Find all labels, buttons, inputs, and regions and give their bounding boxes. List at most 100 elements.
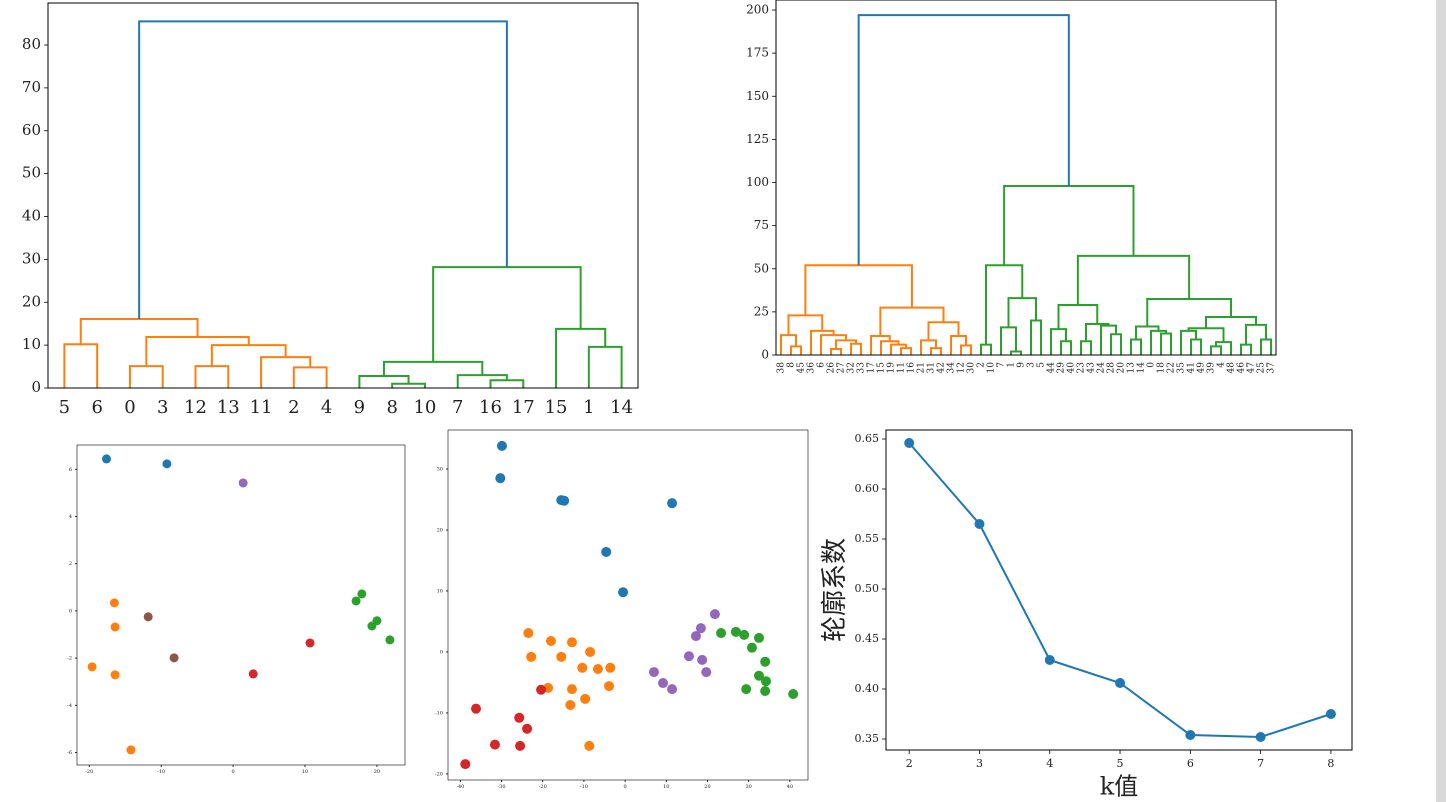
- leaf-label: 12: [184, 397, 207, 418]
- plot-frame: [47, 2, 639, 389]
- dendrogram-link: [1135, 325, 1160, 340]
- x-tick-label: -20: [539, 784, 547, 790]
- scatter-point: [559, 495, 570, 506]
- dendrogram-link: [210, 344, 287, 367]
- leaf-label: 7: [997, 362, 1007, 368]
- y-tick-label: 0.55: [855, 532, 880, 545]
- plot-frame: [775, 0, 1277, 356]
- dendrogram-link: [1160, 332, 1172, 355]
- leaf-label: 10: [987, 362, 997, 374]
- scatter-point: [577, 662, 588, 673]
- y-tick-label: 40: [22, 207, 41, 225]
- y-tick-label: 30: [437, 467, 443, 473]
- scatter-point: [565, 700, 576, 710]
- y-tick-label: 0.45: [855, 632, 880, 645]
- scatter-point: [753, 632, 764, 643]
- plot-frame: [76, 444, 406, 766]
- dendrogram-link: [1245, 323, 1267, 345]
- scatter-point: [496, 440, 507, 451]
- dendrogram-link: [835, 339, 857, 349]
- leaf-label: 18: [1157, 362, 1167, 374]
- dendrogram-link: [850, 342, 862, 355]
- x-axis-label: k值: [1100, 773, 1139, 801]
- leaf-label: 1: [583, 397, 594, 418]
- leaf-label: 2: [977, 362, 987, 368]
- scatter-point: [248, 669, 258, 679]
- x-tick-label: 20: [374, 769, 380, 775]
- scatter-point: [695, 623, 706, 634]
- scatter-point: [697, 654, 708, 665]
- leaf-label: 0: [124, 397, 135, 418]
- y-tick-label: 70: [22, 78, 41, 96]
- y-tick-label: 0.60: [855, 482, 880, 495]
- leaf-label: 26: [827, 362, 837, 374]
- leaf-label: 8: [787, 362, 797, 368]
- x-tick-label: 10: [663, 784, 669, 790]
- x-tick-label: -40: [456, 784, 464, 790]
- scatter-point: [126, 745, 136, 755]
- leaf-label: 33: [857, 362, 867, 374]
- leaf-label: 15: [877, 362, 887, 374]
- leaf-label: 0: [1147, 362, 1157, 368]
- scatter-point: [489, 739, 500, 750]
- leaf-label: 38: [777, 362, 787, 374]
- scatter-point: [143, 612, 153, 622]
- scatter-point: [753, 670, 764, 681]
- leaf-label: 49: [1197, 362, 1207, 374]
- scatter-point: [385, 635, 395, 645]
- x-tick-label: -30: [498, 784, 506, 790]
- leaf-label: 25: [1257, 362, 1267, 374]
- y-axis-label: 轮廓系数: [820, 538, 850, 642]
- scatter-point: [87, 662, 97, 672]
- x-tick-label: 5: [1117, 757, 1124, 770]
- scatter-point: [701, 667, 712, 678]
- leaf-label: 30: [967, 362, 977, 374]
- dendrogram-link: [960, 344, 972, 355]
- dendrogram-link: [1057, 303, 1099, 330]
- dendrogram-link: [1187, 327, 1225, 343]
- y-tick-label: 20: [22, 292, 41, 310]
- y-tick-label: 100: [746, 175, 769, 189]
- leaf-label: 21: [917, 362, 927, 373]
- dendrogram-link: [780, 334, 797, 355]
- y-tick-label: 0.35: [855, 732, 880, 745]
- leaf-label: 9: [354, 397, 365, 418]
- scatter-point: [566, 637, 577, 648]
- scatter-point: [580, 693, 591, 704]
- dendrogram-link: [820, 334, 847, 355]
- scatter-point: [526, 651, 537, 662]
- plot-frame: [447, 429, 809, 781]
- leaf-label: 40: [1067, 362, 1077, 374]
- scatter-point: [760, 685, 771, 696]
- window-edge: [1436, 0, 1446, 802]
- leaf-label: 16: [479, 397, 502, 418]
- leaf-label: 3: [1027, 362, 1037, 368]
- leaf-label: 10: [413, 397, 436, 418]
- scatter-point: [357, 589, 367, 599]
- line-marker: [1185, 730, 1196, 740]
- leaf-label: 16: [907, 362, 917, 374]
- scatter-point: [556, 651, 567, 662]
- leaf-label: 43: [1087, 362, 1097, 374]
- dendrogram-link: [292, 366, 328, 388]
- scatter-point: [592, 664, 603, 675]
- scatter-point: [110, 622, 120, 632]
- leaf-label: 24: [1097, 362, 1107, 374]
- leaf-label: 39: [1207, 362, 1217, 374]
- y-tick-label: 75: [754, 218, 769, 232]
- x-tick-label: 8: [1327, 757, 1334, 770]
- dendrogram-link: [1007, 297, 1037, 328]
- y-tick-label: 50: [22, 164, 41, 182]
- leaf-label: 46: [1237, 362, 1247, 374]
- x-tick-label: 4: [1046, 757, 1053, 770]
- scatter-point: [545, 635, 556, 646]
- x-tick-label: -10: [580, 784, 588, 790]
- leaf-label: 13: [1127, 362, 1137, 374]
- x-tick-label: 0: [231, 769, 234, 775]
- plot-frame: [885, 429, 1353, 751]
- y-tick-label: -10: [435, 710, 443, 716]
- leaf-label: 11: [897, 362, 907, 373]
- leaf-label: 12: [957, 362, 967, 373]
- dendrogram-link: [489, 379, 525, 388]
- dendrogram-link: [1076, 254, 1191, 305]
